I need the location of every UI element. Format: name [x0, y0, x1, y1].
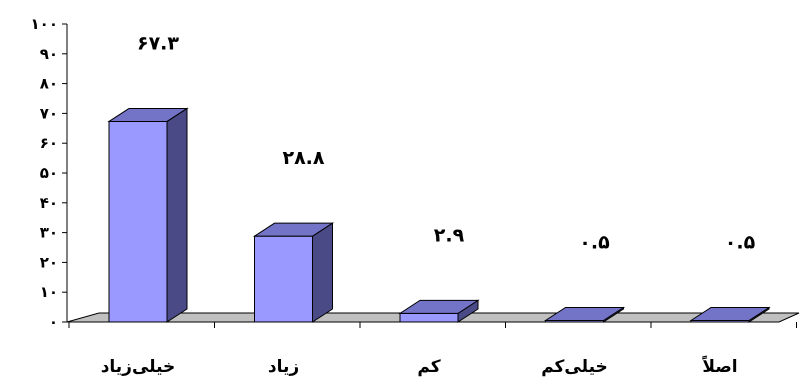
bar	[107, 107, 189, 323]
bar	[252, 222, 335, 323]
bar-side-face	[166, 107, 188, 323]
category-label: خیلی‌زیاد	[101, 357, 176, 377]
bar	[689, 306, 771, 323]
y-axis: ۰ ۱۰ ۲۰ ۳۰ ۴۰ ۵۰ ۶۰ ۷۰ ۸۰ ۹۰ ۱۰۰	[31, 15, 68, 331]
data-label: ۰.۵	[579, 232, 610, 254]
bar-front-face	[399, 312, 459, 323]
y-tick-label: ۱۰	[40, 283, 58, 301]
category-label: خیلی‌کم	[541, 357, 608, 377]
y-tick-label: ۸۰	[40, 75, 58, 93]
y-tick-label: ۷۰	[40, 104, 58, 122]
y-tick-label: ۴۰	[40, 194, 58, 212]
bar-top-face	[252, 222, 335, 237]
bar-top-face	[689, 307, 771, 322]
bar-side-face	[312, 222, 333, 323]
data-labels: ۶۷.۳ ۲۸.۸ ۲.۹ ۰.۵ ۰.۵	[137, 32, 756, 253]
category-label: زیاد	[268, 357, 299, 377]
y-tick-label: ۵۰	[40, 164, 58, 182]
y-tick-label: ۰	[49, 313, 58, 331]
y-tick-label: ۹۰	[40, 45, 58, 63]
bar-series	[107, 107, 771, 323]
bar	[398, 299, 480, 323]
y-tick-label: ۶۰	[40, 134, 58, 152]
data-label: ۰.۵	[725, 232, 756, 254]
data-label: ۲۸.۸	[282, 147, 324, 169]
y-tick-label: ۲۰	[40, 253, 58, 271]
y-tick-label: ۳۰	[40, 224, 58, 242]
data-label: ۶۷.۳	[137, 32, 179, 54]
x-axis-labels: خیلی‌زیاد زیاد کم خیلی‌کم اصلاً	[101, 355, 738, 377]
category-label: کم	[417, 357, 440, 377]
bar	[543, 306, 626, 323]
y-tick-label: ۱۰۰	[31, 15, 58, 33]
category-label: اصلاً	[701, 355, 737, 377]
bar-top-face	[543, 307, 626, 322]
bar-top-face	[107, 107, 189, 122]
data-label: ۲.۹	[434, 224, 465, 246]
bar-front-face	[108, 120, 168, 323]
bar-top-face	[398, 299, 480, 314]
bar-front-face	[254, 235, 313, 323]
